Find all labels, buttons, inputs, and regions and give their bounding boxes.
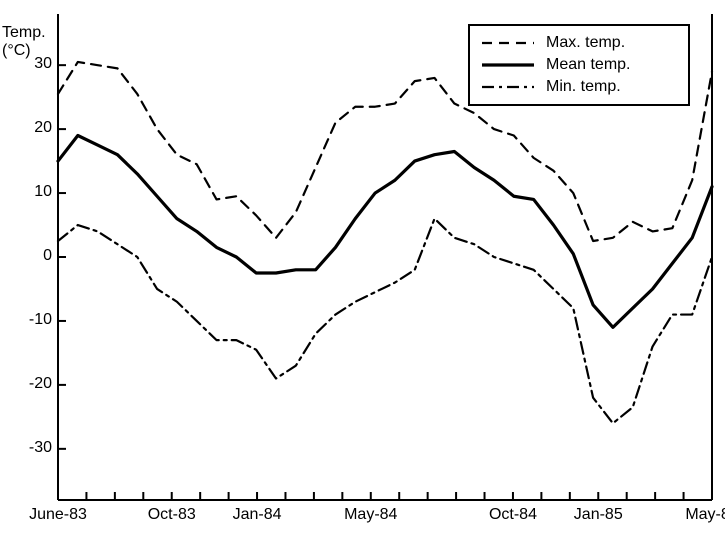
y-axis-title-line1: Temp. — [2, 24, 46, 41]
y-tick-label: 30 — [12, 55, 52, 73]
x-tick-label: May-85 — [685, 506, 725, 524]
legend-swatch-max — [480, 32, 536, 54]
y-tick-label: 20 — [12, 119, 52, 137]
y-tick-label: -10 — [12, 311, 52, 329]
legend: Max. temp. Mean temp. Min. temp. — [468, 24, 690, 106]
temperature-line-chart: Temp. (°C) Max. temp.Mean temp.Min. temp… — [0, 0, 725, 545]
series-mean — [58, 136, 712, 328]
x-tick-label: Jan-85 — [574, 506, 623, 524]
legend-row-mean: Mean temp. — [480, 54, 678, 76]
y-tick-label: -30 — [12, 439, 52, 457]
y-tick-label: 10 — [12, 183, 52, 201]
legend-row-max: Max. temp. — [480, 32, 678, 54]
series-min — [58, 219, 712, 424]
legend-label-mean: Mean temp. — [546, 56, 630, 74]
legend-label-min: Min. temp. — [546, 78, 621, 96]
x-tick-label: June-83 — [29, 506, 87, 524]
legend-row-min: Min. temp. — [480, 76, 678, 98]
x-tick-label: Jan-84 — [233, 506, 282, 524]
x-tick-label: Oct-83 — [148, 506, 196, 524]
x-tick-label: May-84 — [344, 506, 397, 524]
x-tick-label: Oct-84 — [489, 506, 537, 524]
legend-label-max: Max. temp. — [546, 34, 625, 52]
legend-swatch-min — [480, 76, 536, 98]
y-tick-label: 0 — [12, 247, 52, 265]
y-tick-label: -20 — [12, 375, 52, 393]
legend-swatch-mean — [480, 54, 536, 76]
